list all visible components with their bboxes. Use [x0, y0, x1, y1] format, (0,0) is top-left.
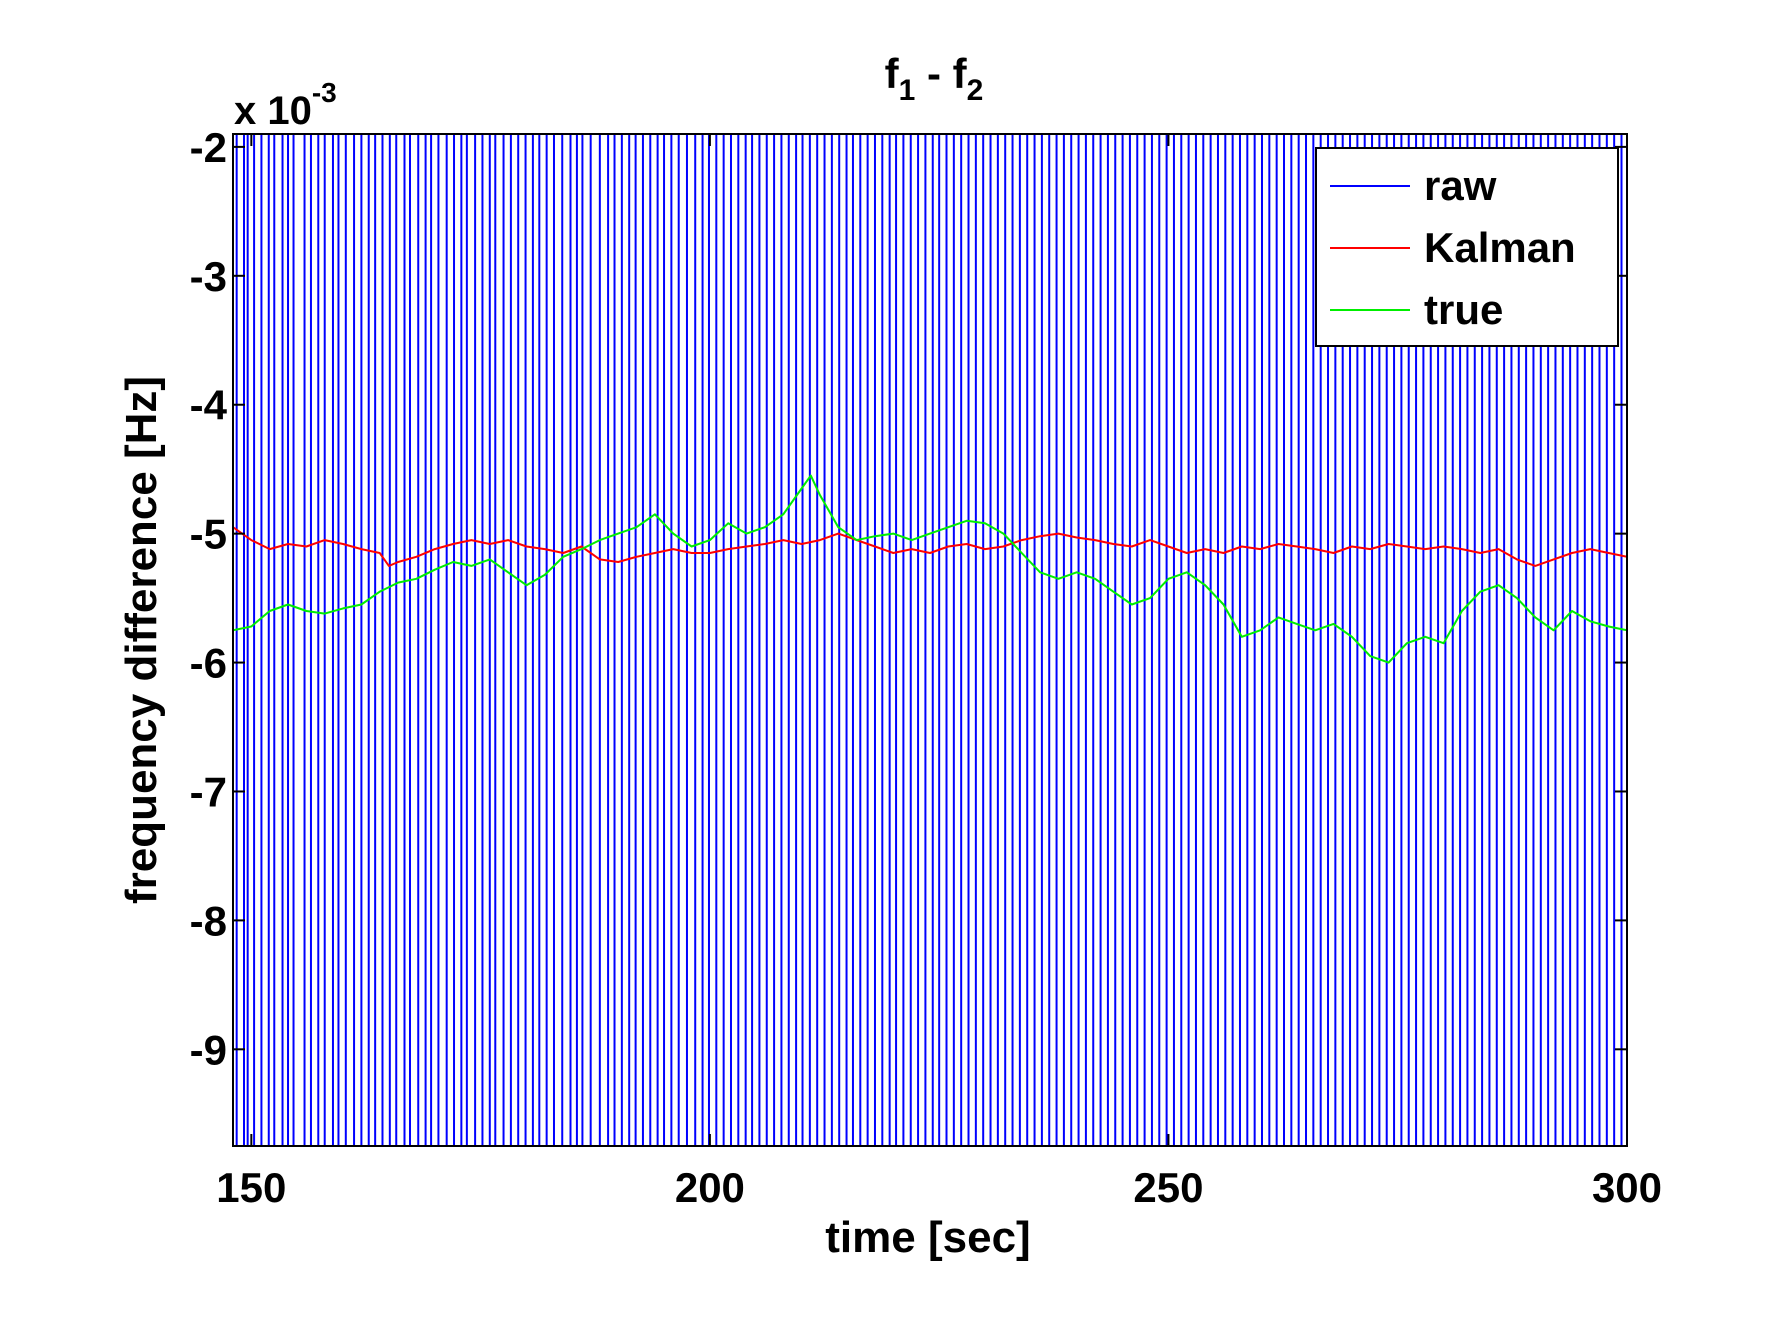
y-tick-label-4: -5 — [190, 511, 227, 558]
y-tick-label-7: -2 — [190, 124, 227, 171]
y-tick-label-0: -9 — [190, 1026, 227, 1073]
legend-label-true: true — [1424, 286, 1503, 333]
legend-label-raw: raw — [1424, 162, 1497, 209]
legend-label-kalman: Kalman — [1424, 224, 1576, 271]
x-tick-label-3: 300 — [1592, 1164, 1662, 1211]
y-scale-label: x 10-3 — [234, 77, 337, 133]
title-sub-1: 1 — [899, 74, 916, 107]
y-tick-label-5: -4 — [190, 382, 228, 429]
chart-title: f1 - f2 — [885, 50, 984, 107]
y-scale-prefix: x 10 — [234, 89, 312, 133]
title-base-2: f — [953, 50, 968, 97]
y-tick-label-1: -8 — [190, 897, 227, 944]
series-line-kalman — [233, 526, 1627, 567]
plot-area-frame — [232, 133, 1628, 1147]
axis-ticks: 150 200 250 300 -9 -8 -7 -6 -5 -4 -3 -2 — [190, 124, 1662, 1211]
y-tick-label-3: -6 — [190, 640, 227, 687]
legend: raw Kalman true — [1315, 147, 1619, 347]
x-axis-label: time [sec] — [825, 1213, 1030, 1262]
series-line-true — [233, 474, 1627, 664]
title-op: - — [915, 50, 952, 97]
x-tick-label-0: 150 — [216, 1164, 286, 1211]
title-sub-2: 2 — [967, 74, 984, 107]
y-scale-exponent: -3 — [312, 77, 337, 108]
line-series — [233, 474, 1627, 664]
y-tick-label-6: -3 — [190, 253, 227, 300]
y-tick-label-2: -7 — [190, 768, 227, 815]
title-base-1: f — [885, 50, 900, 97]
raw-series — [235, 134, 1623, 1146]
x-tick-label-2: 250 — [1133, 1164, 1203, 1211]
x-tick-label-1: 200 — [675, 1164, 745, 1211]
y-axis-label: frequency difference [Hz] — [117, 376, 166, 904]
